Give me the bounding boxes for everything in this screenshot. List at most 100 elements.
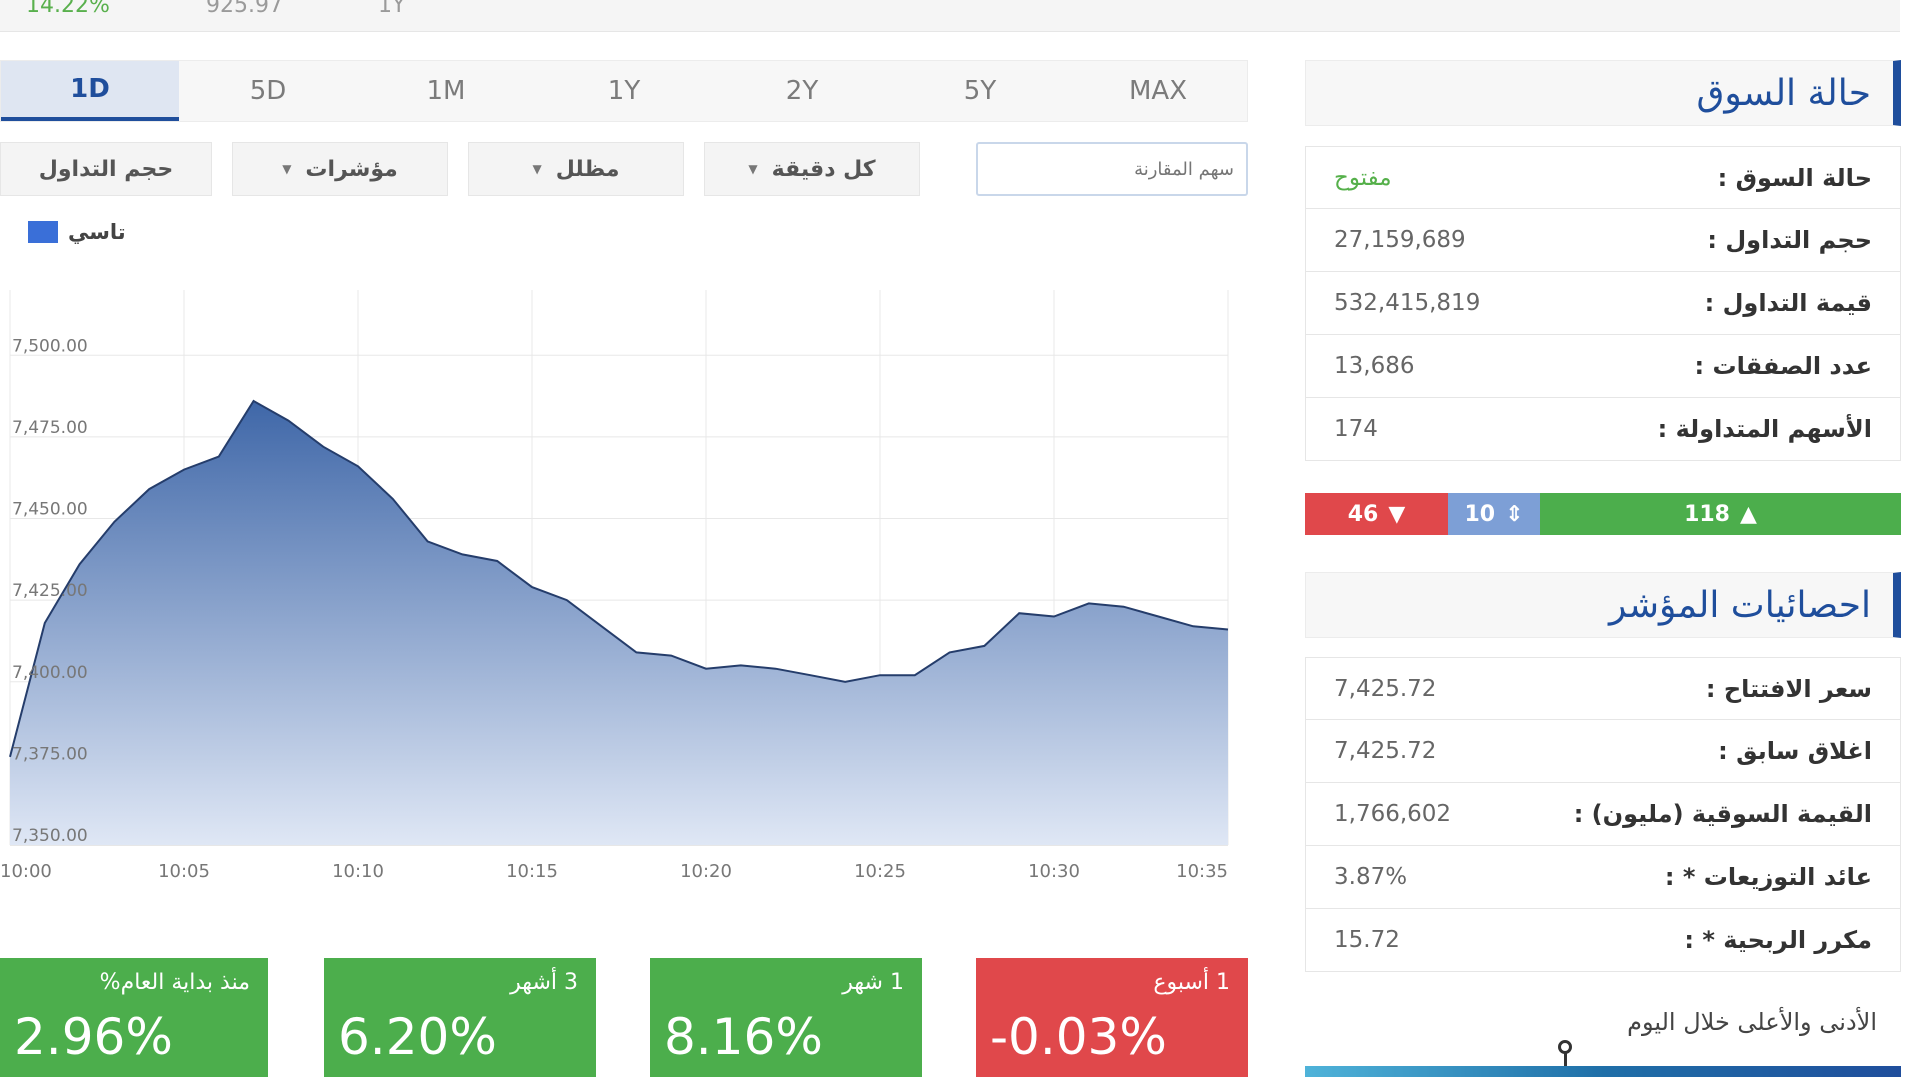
data-point xyxy=(634,650,638,654)
open-price-value: 7,425.72 xyxy=(1334,675,1437,702)
trades-count-row: عدد الصفقات : 13,686 xyxy=(1305,335,1901,398)
tab-5d[interactable]: 5D xyxy=(249,76,287,106)
perf-3m-value: 6.20% xyxy=(338,1008,497,1066)
data-point xyxy=(739,663,743,667)
prev-close-row: اغلاق سابق : 7,425.72 xyxy=(1305,720,1901,783)
data-point xyxy=(147,487,151,491)
data-point xyxy=(808,673,812,677)
legend-swatch xyxy=(28,221,58,243)
traded-stocks-label: الأسهم المتداولة : xyxy=(1657,415,1872,443)
trading-volume-row: حجم التداول : 27,159,689 xyxy=(1305,209,1901,272)
x-tick-label: 10:30 xyxy=(1028,861,1080,882)
y-tick-label: 7,375.00 xyxy=(12,744,88,764)
caret-down-icon: ▼ xyxy=(532,162,542,176)
dividend-yield-value: 3.87% xyxy=(1334,864,1408,890)
data-point xyxy=(182,468,186,472)
market-cap-label: القيمة السوقية (مليون) : xyxy=(1573,800,1872,828)
data-point xyxy=(1052,614,1056,618)
interval-dropdown[interactable]: كل دقيقة ▼ xyxy=(704,142,920,196)
day-range-bar xyxy=(1305,1066,1901,1077)
volume-button[interactable]: حجم التداول xyxy=(0,142,212,196)
volume-button-label: حجم التداول xyxy=(38,156,174,182)
area-fill xyxy=(10,401,1228,845)
top-change-value: 14.22% xyxy=(26,0,110,18)
declining-value: 46 xyxy=(1347,501,1379,527)
dividend-yield-label: عائد التوزيعات * : xyxy=(1664,863,1872,891)
pe-ratio-label: مكرر الربحية * : xyxy=(1684,926,1872,954)
advancing-count: 118 ▲ xyxy=(1540,493,1901,535)
data-point xyxy=(948,650,952,654)
perf-1m-box: 1 شهر 8.16% xyxy=(650,958,922,1077)
data-point xyxy=(1087,601,1091,605)
data-point xyxy=(252,399,256,403)
trading-value-value: 532,415,819 xyxy=(1334,290,1481,316)
perf-1m-label: 1 شهر xyxy=(842,970,904,995)
traded-stocks-value: 174 xyxy=(1334,416,1378,442)
market-breadth-bar: 46 ▼ 10 ⇕ 118 ▲ xyxy=(1305,493,1901,535)
market-status-header: حالة السوق xyxy=(1305,60,1901,126)
y-tick-label: 7,400.00 xyxy=(12,663,88,683)
pe-ratio-value: 15.72 xyxy=(1334,927,1400,953)
market-status-row: حالة السوق : مفتوح xyxy=(1305,146,1901,209)
data-point xyxy=(669,654,673,658)
tab-1m[interactable]: 1M xyxy=(426,76,466,106)
perf-3m-box: 3 أشهر 6.20% xyxy=(324,958,596,1077)
data-point xyxy=(286,419,290,423)
dividend-yield-row: عائد التوزيعات * : 3.87% xyxy=(1305,846,1901,909)
market-cap-row: القيمة السوقية (مليون) : 1,766,602 xyxy=(1305,783,1901,846)
data-point xyxy=(913,673,917,677)
tab-5y[interactable]: 5Y xyxy=(963,76,997,106)
indicators-dropdown[interactable]: مؤشرات ▼ xyxy=(232,142,448,196)
data-point xyxy=(495,559,499,563)
data-point xyxy=(878,673,882,677)
trades-count-value: 13,686 xyxy=(1334,353,1415,379)
arrow-down-icon: ▼ xyxy=(1388,501,1406,527)
tab-max[interactable]: MAX xyxy=(1128,76,1188,106)
traded-stocks-row: الأسهم المتداولة : 174 xyxy=(1305,398,1901,461)
data-point xyxy=(600,624,604,628)
chart-style-dropdown[interactable]: مظلل ▼ xyxy=(468,142,684,196)
perf-ytd-label: منذ بداية العام% xyxy=(99,970,250,995)
market-open-value: مفتوح xyxy=(1334,164,1392,191)
perf-3m-label: 3 أشهر xyxy=(510,970,578,995)
data-point xyxy=(112,520,116,524)
data-point xyxy=(565,598,569,602)
tab-2y[interactable]: 2Y xyxy=(785,76,819,106)
up-down-icon: ⇕ xyxy=(1505,501,1524,527)
x-tick-label: 10:25 xyxy=(854,861,906,882)
arrow-up-icon: ▲ xyxy=(1740,501,1757,527)
compare-stock-input[interactable] xyxy=(976,142,1248,196)
data-point xyxy=(530,585,534,589)
data-point xyxy=(1017,611,1021,615)
data-point xyxy=(8,755,12,759)
y-tick-label: 7,350.00 xyxy=(12,826,88,846)
market-cap-value: 1,766,602 xyxy=(1334,801,1452,827)
data-point xyxy=(43,621,47,625)
tab-1y[interactable]: 1Y xyxy=(607,76,641,106)
open-price-label: سعر الافتتاح : xyxy=(1705,674,1872,703)
range-marker-icon xyxy=(1558,1040,1572,1054)
data-point xyxy=(843,680,847,684)
data-point xyxy=(1226,628,1230,632)
data-point xyxy=(356,464,360,468)
unchanged-count: 10 ⇕ xyxy=(1448,493,1540,535)
y-tick-label: 7,450.00 xyxy=(12,500,88,520)
chart-style-dropdown-label: مظلل xyxy=(555,156,620,182)
range-marker-stem xyxy=(1564,1053,1567,1067)
tab-1d[interactable]: 1D xyxy=(1,61,179,121)
top-summary-strip: 14.22% 925.97 1Y xyxy=(0,0,1900,32)
caret-down-icon: ▼ xyxy=(748,162,758,176)
perf-ytd-value: 2.96% xyxy=(14,1008,173,1066)
index-chart[interactable]: 7,350.00 7,375.00 7,400.00 7,425.00 7,450.00… xyxy=(0,280,1250,895)
data-point xyxy=(1156,614,1160,618)
data-point xyxy=(774,667,778,671)
data-point xyxy=(982,644,986,648)
x-tick-label: 10:20 xyxy=(680,861,732,882)
prev-close-value: 7,425.72 xyxy=(1334,738,1437,764)
x-tick-label: 10:05 xyxy=(158,861,210,882)
top-points-value: 925.97 xyxy=(206,0,283,18)
chart-legend: تاسي xyxy=(28,220,126,244)
y-tick-label: 7,475.00 xyxy=(12,418,88,438)
caret-down-icon: ▼ xyxy=(282,162,292,176)
trades-count-label: عدد الصفقات : xyxy=(1694,352,1872,380)
